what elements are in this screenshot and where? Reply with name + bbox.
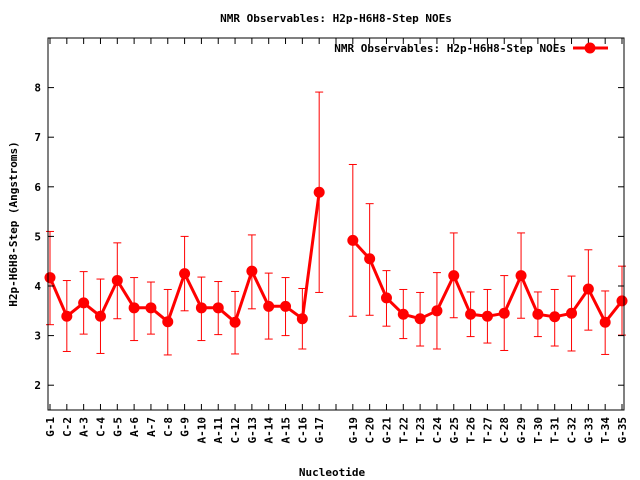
data-point xyxy=(599,316,611,328)
x-tick-label: G-29 xyxy=(515,417,528,444)
x-tick-label: C-2 xyxy=(61,417,74,437)
data-point xyxy=(296,313,308,325)
x-tick-label: A-14 xyxy=(263,417,276,444)
data-point xyxy=(263,300,275,312)
legend-marker-swatch xyxy=(584,42,596,54)
axes-layer: 2 3 4 5 6 7 8 G-1 C-2 A-3 C-4 G-5 A-6 A-7 C-8 G-9 A-10 A-… xyxy=(34,38,629,444)
x-tick-label: C-28 xyxy=(498,417,511,444)
x-tick-label: C-20 xyxy=(364,417,377,444)
data-point xyxy=(397,308,409,320)
data-point xyxy=(44,272,56,284)
x-tick-label: C-32 xyxy=(566,417,579,444)
data-point xyxy=(582,283,594,295)
data-point xyxy=(566,307,578,319)
x-tick-label: T-31 xyxy=(549,417,562,444)
x-tick-label: A-6 xyxy=(128,417,141,437)
data-point xyxy=(313,186,325,198)
x-tick-label: G-35 xyxy=(616,417,629,444)
data-point xyxy=(61,310,73,322)
y-tick-label: 7 xyxy=(34,131,41,144)
y-tick-label: 8 xyxy=(34,82,41,95)
x-tick-label: G-33 xyxy=(582,417,595,444)
x-tick-label: G-25 xyxy=(448,417,461,444)
data-point xyxy=(549,311,561,323)
chart-title: NMR Observables: H2p-H6H8-Step NOEs xyxy=(220,12,452,25)
x-tick-label: C-8 xyxy=(162,417,175,437)
x-tick-label: G-17 xyxy=(313,417,326,444)
x-tick-label: A-11 xyxy=(212,417,225,444)
x-axis-label: Nucleotide xyxy=(299,466,366,479)
data-point xyxy=(515,270,527,282)
data-point xyxy=(448,270,460,282)
x-tick-label: A-15 xyxy=(280,417,293,444)
x-tick-label: A-7 xyxy=(145,417,158,437)
data-point xyxy=(280,300,292,312)
y-tick-label: 5 xyxy=(34,230,41,243)
data-point xyxy=(94,310,106,322)
data-point xyxy=(179,268,191,280)
x-tick-label: T-22 xyxy=(397,417,410,444)
data-point xyxy=(414,313,426,325)
data-point xyxy=(380,292,392,304)
x-tick-label: C-4 xyxy=(94,417,107,437)
x-tick-label: C-16 xyxy=(296,417,309,444)
x-tick-label: C-24 xyxy=(431,417,444,444)
x-tick-label: G-21 xyxy=(380,417,393,444)
x-tick-label: G-13 xyxy=(246,417,259,444)
data-point xyxy=(162,316,174,328)
x-tick-label: A-3 xyxy=(78,417,91,437)
data-point xyxy=(111,275,123,287)
series-layer xyxy=(44,91,628,356)
x-tick-label: C-12 xyxy=(229,417,242,444)
data-point xyxy=(481,310,493,322)
data-point xyxy=(145,302,157,314)
data-point xyxy=(229,316,241,328)
data-point xyxy=(78,297,90,309)
y-tick-label: 4 xyxy=(34,280,41,293)
x-tick-label: T-34 xyxy=(599,417,612,444)
y-tick-label: 3 xyxy=(34,330,41,343)
x-tick-label: G-9 xyxy=(179,417,192,437)
data-point xyxy=(465,308,477,320)
legend: NMR Observables: H2p-H6H8-Step NOEs xyxy=(334,42,608,55)
data-point xyxy=(347,234,359,246)
y-tick-label: 2 xyxy=(34,379,41,392)
x-tick-label: T-30 xyxy=(532,417,545,444)
data-point xyxy=(212,302,224,314)
x-tick-label: G-1 xyxy=(44,417,57,437)
x-tick-label: G-5 xyxy=(111,417,124,437)
x-tick-label: T-23 xyxy=(414,417,427,444)
plot-frame xyxy=(47,37,625,411)
data-point xyxy=(195,302,207,314)
data-point xyxy=(128,302,140,314)
y-tick-label: 6 xyxy=(34,181,41,194)
x-tick-label: A-10 xyxy=(195,417,208,444)
legend-label: NMR Observables: H2p-H6H8-Step NOEs xyxy=(334,42,566,55)
data-point xyxy=(364,253,376,265)
data-point xyxy=(498,307,510,319)
data-point xyxy=(431,305,443,317)
x-tick-label: G-19 xyxy=(347,417,360,444)
x-tick-label: T-27 xyxy=(481,417,494,444)
data-point xyxy=(532,308,544,320)
data-point xyxy=(246,265,258,277)
x-tick-label: T-26 xyxy=(465,417,478,444)
data-point xyxy=(616,295,628,307)
y-axis-label: H2p-H6H8-Step (Angstroms) xyxy=(7,141,20,307)
